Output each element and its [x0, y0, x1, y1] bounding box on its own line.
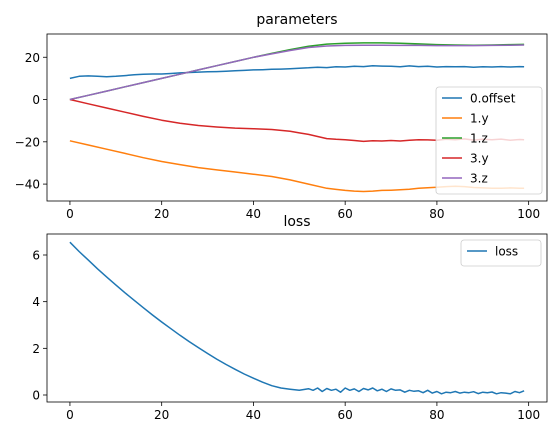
- legend-label-loss: loss: [495, 245, 518, 259]
- parameters-x-tick-label: 0: [66, 207, 74, 221]
- series-line-0-offset: [69, 64, 525, 80]
- series-line-3-z: [69, 44, 525, 101]
- loss-y-tick-label: 6: [32, 249, 40, 263]
- parameters-y-tick-label: 0: [32, 93, 40, 107]
- parameters-y-tick-label: 20: [25, 51, 40, 65]
- loss-y-tick-label: 4: [32, 295, 40, 309]
- loss-legend-box: [460, 239, 542, 267]
- series-line-loss: [69, 241, 525, 395]
- loss-axes: loss 0 20 40 60 80 100 0 2 4 6 loss: [32, 214, 548, 422]
- parameters-x-tick-label: 20: [154, 207, 169, 221]
- loss-x-tick-label: 100: [517, 408, 540, 422]
- loss-x-tick-label: 60: [338, 408, 353, 422]
- parameters-legend-box: [435, 86, 543, 195]
- legend-label-3-z: 3.z: [470, 172, 488, 186]
- parameters-x-tick-label: 40: [246, 207, 261, 221]
- legend-label-1-y: 1.y: [470, 112, 489, 126]
- parameters-x-tick-label: 80: [429, 207, 444, 221]
- loss-x-tick-label: 40: [246, 408, 261, 422]
- loss-x-tick-label: 0: [66, 408, 74, 422]
- loss-plot-frame: [46, 233, 548, 403]
- parameters-x-tick-label: 60: [338, 207, 353, 221]
- parameters-axes: parameters 0 20 40 60 80 100 −40 −20 0 20 0.offset…: [15, 12, 548, 221]
- loss-title: loss: [283, 214, 310, 230]
- parameters-x-tick-label: 100: [517, 207, 540, 221]
- legend-label-1-z: 1.z: [470, 132, 488, 146]
- loss-y-tick-label: 2: [32, 342, 40, 356]
- parameters-title: parameters: [256, 12, 337, 28]
- parameters-legend: 0.offset 1.y 1.z 3.y 3.z: [435, 86, 543, 195]
- loss-x-tick-label: 20: [154, 408, 169, 422]
- parameters-y-tick-label: −20: [15, 135, 40, 149]
- loss-legend: loss: [460, 239, 542, 267]
- legend-label-0-offset: 0.offset: [470, 92, 516, 106]
- legend-label-3-y: 3.y: [470, 152, 489, 166]
- loss-y-tick-label: 0: [32, 389, 40, 403]
- parameters-y-tick-label: −40: [15, 178, 40, 192]
- loss-x-tick-label: 80: [429, 408, 444, 422]
- parameters-plot-frame: [46, 33, 548, 202]
